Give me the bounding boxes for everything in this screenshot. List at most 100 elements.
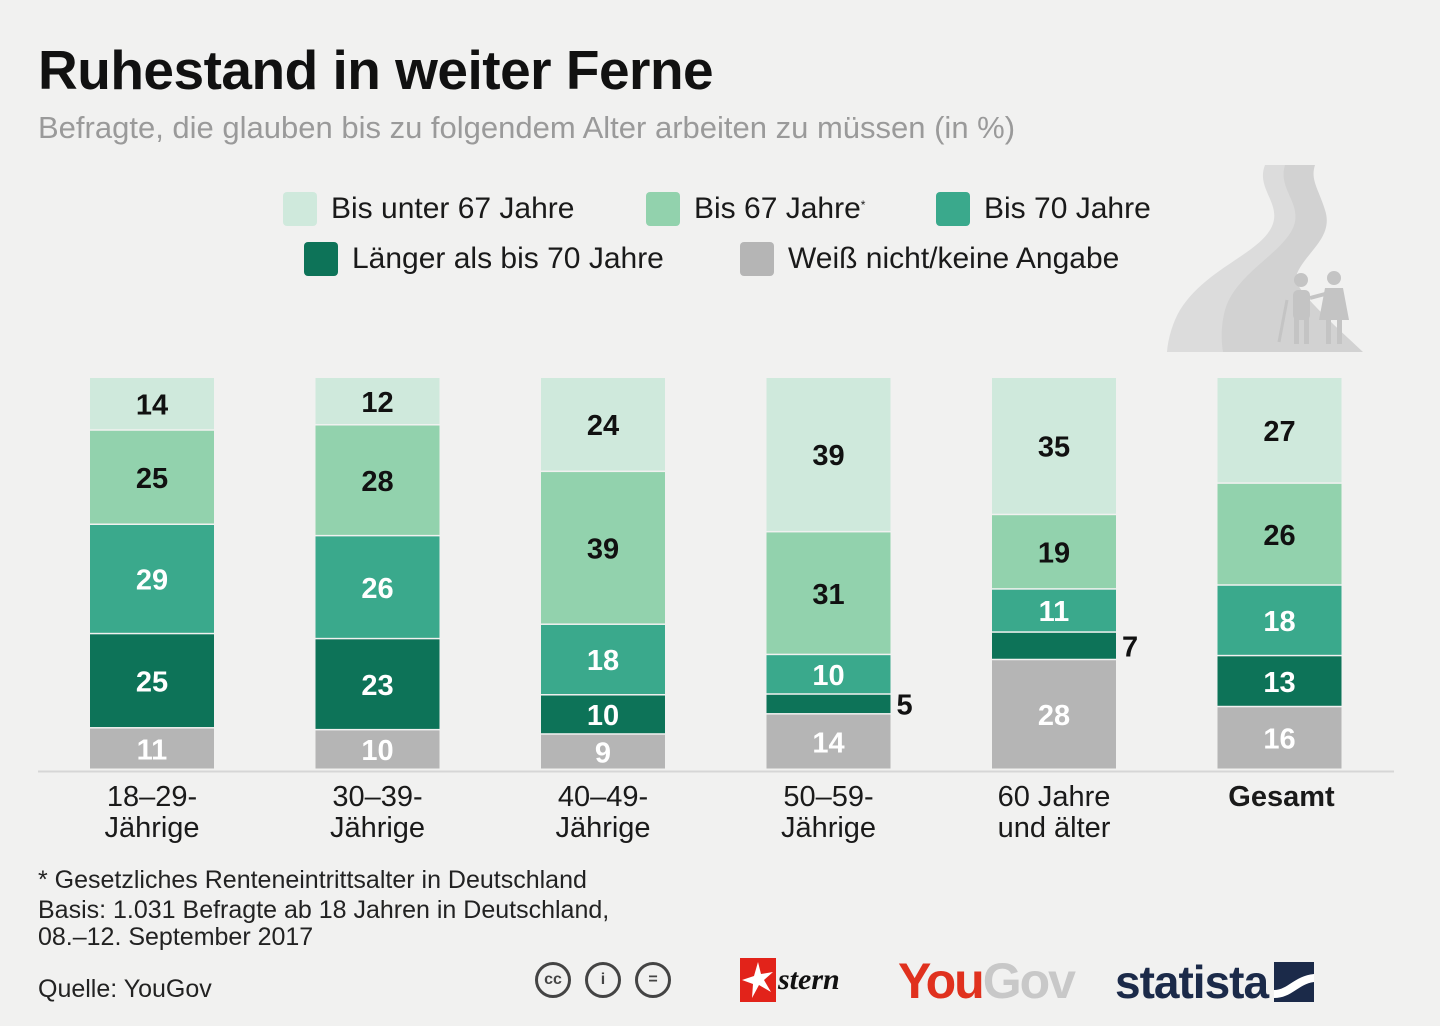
stacked-bar-chart: 11 25 29 25 14 10 23 26 28 12 9 10 18 39 24 14 5 10 31 39 28… bbox=[38, 378, 1394, 844]
bar-segment bbox=[1217, 585, 1342, 655]
legend-item-bis-70: Bis 70 Jahre bbox=[936, 192, 1151, 226]
legend-swatch bbox=[283, 192, 317, 226]
road-elderly-couple-illustration bbox=[1167, 165, 1363, 352]
bar-segment bbox=[315, 378, 440, 425]
legend-swatch bbox=[936, 192, 970, 226]
legend-label: Bis 70 Jahre bbox=[984, 192, 1151, 225]
bar-segment bbox=[541, 734, 665, 769]
data-label: 5 bbox=[897, 690, 913, 722]
bar-segment bbox=[766, 694, 891, 714]
data-label: 10 bbox=[361, 735, 393, 767]
legend-item-bis-67: Bis 67 Jahre * bbox=[646, 192, 865, 226]
category-label: Jährige bbox=[330, 812, 425, 844]
cc-nd-icon: = bbox=[635, 962, 671, 998]
data-label: 29 bbox=[136, 565, 168, 597]
category-label: 18–29- bbox=[107, 781, 197, 813]
legend-swatch bbox=[304, 242, 338, 276]
data-label: 7 bbox=[1122, 632, 1138, 664]
footnote-legal-age: * Gesetzliches Renteneintrittsalter in D… bbox=[38, 866, 587, 894]
data-label: 26 bbox=[1263, 520, 1295, 552]
data-label: 19 bbox=[1038, 537, 1070, 569]
category-label: 60 Jahre bbox=[998, 781, 1111, 813]
legend-label: Bis 67 Jahre bbox=[694, 192, 861, 225]
yougov-logo: YouGov bbox=[898, 952, 1076, 1010]
legend-item-bis-unter-67: Bis unter 67 Jahre bbox=[283, 192, 574, 226]
data-label: 14 bbox=[812, 727, 844, 759]
bar-segment bbox=[992, 589, 1116, 632]
bar-segment bbox=[766, 532, 891, 654]
data-label: 12 bbox=[361, 387, 393, 419]
legend-label: Länger als bis 70 Jahre bbox=[352, 242, 664, 275]
bar-segment bbox=[992, 378, 1116, 514]
stern-logo: stern bbox=[740, 958, 840, 1002]
bar-segment bbox=[315, 536, 440, 638]
data-label: 31 bbox=[812, 579, 844, 611]
yougov-gov: Gov bbox=[982, 953, 1076, 1009]
data-label: 27 bbox=[1263, 416, 1295, 448]
data-label: 25 bbox=[136, 666, 168, 698]
bar-segment bbox=[766, 655, 891, 694]
category-label: Jährige bbox=[781, 812, 876, 844]
chart-title: Ruhestand in weiter Ferne bbox=[38, 39, 714, 101]
bar-segment bbox=[541, 472, 665, 624]
cc-by-icon: i bbox=[585, 962, 621, 998]
data-label: 35 bbox=[1038, 432, 1070, 464]
stern-star-icon bbox=[740, 958, 776, 1002]
legend-label: Bis unter 67 Jahre bbox=[331, 192, 575, 225]
bar-segment bbox=[541, 378, 665, 471]
category-label: 50–59- bbox=[783, 781, 873, 813]
category-label: 30–39- bbox=[332, 781, 422, 813]
data-label: 13 bbox=[1263, 667, 1295, 699]
bar-segment bbox=[766, 378, 891, 531]
data-label: 10 bbox=[587, 700, 619, 732]
data-label: 11 bbox=[1039, 596, 1070, 628]
bar-segment bbox=[992, 632, 1116, 659]
legend-label: Weiß nicht/keine Angabe bbox=[788, 242, 1120, 275]
statista-mark-icon bbox=[1274, 962, 1315, 1002]
bar-segment bbox=[90, 525, 214, 633]
legend-swatch bbox=[646, 192, 680, 226]
yougov-you: You bbox=[898, 953, 985, 1009]
data-label: 14 bbox=[136, 389, 168, 421]
data-label: 24 bbox=[587, 410, 619, 442]
data-label: 16 bbox=[1263, 724, 1295, 756]
bar-segment bbox=[90, 634, 214, 728]
category-label: und älter bbox=[998, 812, 1111, 844]
category-label: Jährige bbox=[555, 812, 650, 844]
statista-wordmark: statista bbox=[1115, 956, 1269, 1008]
data-label: 18 bbox=[1263, 606, 1295, 638]
bar-segment bbox=[90, 378, 214, 430]
bar-segment bbox=[1217, 707, 1342, 769]
bar-segment bbox=[90, 728, 214, 769]
legend-item-laenger-als-70: Länger als bis 70 Jahre bbox=[304, 242, 664, 276]
bar-segment bbox=[315, 730, 440, 769]
source-note: Quelle: YouGov bbox=[38, 975, 212, 1003]
bar-segment bbox=[992, 660, 1116, 769]
data-label: 10 bbox=[812, 660, 844, 692]
data-label: 26 bbox=[361, 573, 393, 605]
footnote-basis: Basis: 1.031 Befragte ab 18 Jahren in De… bbox=[38, 896, 610, 924]
data-label: 18 bbox=[587, 645, 619, 677]
bar-segment bbox=[1217, 378, 1342, 483]
bar-segment bbox=[1217, 483, 1342, 585]
stern-wordmark: stern bbox=[778, 963, 840, 996]
legend-item-weiss-nicht: Weiß nicht/keine Angabe bbox=[740, 242, 1119, 276]
footnote-date: 08.–12. September 2017 bbox=[38, 923, 314, 951]
bar-segment bbox=[315, 425, 440, 535]
bar-segment bbox=[315, 639, 440, 729]
bar-segment bbox=[992, 515, 1116, 589]
bar-segment bbox=[541, 624, 665, 695]
bar-segment bbox=[1217, 656, 1342, 706]
data-label: 28 bbox=[1038, 700, 1070, 732]
legend-footnote-mark: * bbox=[860, 198, 866, 212]
cc-icon: cc bbox=[535, 962, 571, 998]
data-label: 28 bbox=[361, 466, 393, 498]
category-label: Gesamt bbox=[1228, 781, 1335, 813]
data-label: 25 bbox=[136, 463, 168, 495]
data-label: 9 bbox=[595, 737, 611, 769]
data-label: 23 bbox=[361, 670, 393, 702]
chart-subtitle: Befragte, die glauben bis zu folgendem A… bbox=[38, 110, 1016, 145]
bar-segment bbox=[766, 714, 891, 769]
legend-swatch bbox=[740, 242, 774, 276]
bar-segment bbox=[541, 695, 665, 734]
